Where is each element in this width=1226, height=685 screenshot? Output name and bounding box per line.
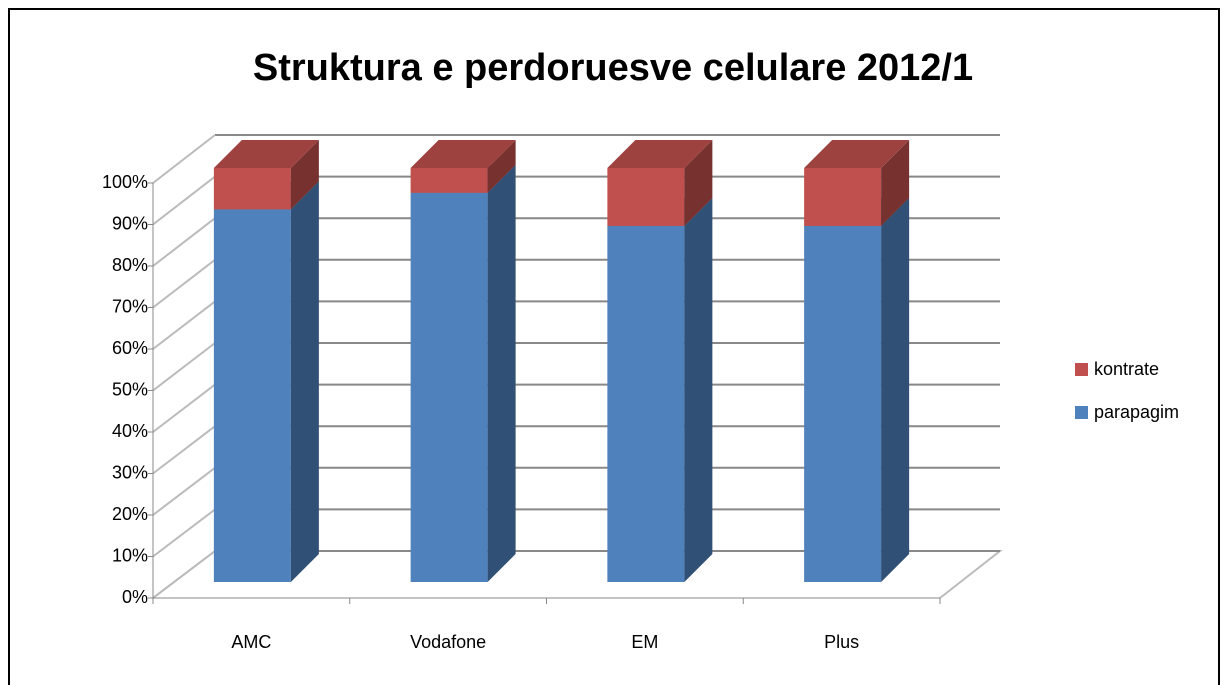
y-tick-label: 100% <box>102 172 148 192</box>
bar-front <box>804 225 882 582</box>
bar-side <box>290 140 319 210</box>
bar-front <box>213 168 291 210</box>
bar-top <box>213 140 319 168</box>
x-tick-label: Plus <box>824 632 859 652</box>
y-tick-label: 70% <box>112 296 148 316</box>
y-tick-label: 20% <box>112 504 148 524</box>
legend-label: parapagim <box>1094 402 1179 422</box>
legend-swatch <box>1075 406 1088 419</box>
chart-title: Struktura e perdoruesve celulare 2012/1 <box>253 47 973 89</box>
bar-front <box>213 209 291 582</box>
y-tick-label: 60% <box>112 338 148 358</box>
y-tick-label: 50% <box>112 379 148 399</box>
y-tick-label: 40% <box>112 421 148 441</box>
y-tick-label: 90% <box>112 213 148 233</box>
bar-top <box>607 140 713 168</box>
side-grid-line <box>152 383 216 433</box>
side-grid-line <box>152 175 216 226</box>
x-tick-label: AMC <box>231 632 271 652</box>
side-grid-line <box>152 342 216 392</box>
bar-front <box>804 168 882 226</box>
legend-swatch <box>1075 363 1088 376</box>
bar-front <box>607 168 685 226</box>
bar-top <box>804 140 910 168</box>
y-tick-label: 30% <box>112 462 148 482</box>
bar-front <box>410 192 488 582</box>
bar-side <box>487 140 516 193</box>
legend-label: kontrate <box>1094 359 1159 379</box>
side-grid-line <box>152 134 216 184</box>
side-grid-line <box>152 300 216 350</box>
bar-side <box>684 140 713 226</box>
side-grid-line <box>152 508 216 558</box>
x-tick-label: EM <box>631 632 658 652</box>
side-grid-line <box>152 217 216 267</box>
side-grid-line <box>152 550 216 599</box>
y-tick-label: 80% <box>112 255 148 275</box>
bar-top <box>410 140 516 168</box>
x-tick-label: Vodafone <box>410 632 486 652</box>
bar-side <box>684 197 713 582</box>
side-grid-line <box>152 425 216 475</box>
side-grid-line <box>152 259 216 309</box>
bar-side <box>881 140 910 226</box>
y-tick-label: 10% <box>112 545 148 565</box>
side-grid-line <box>152 467 216 516</box>
y-tick-label: 0% <box>122 587 148 607</box>
bar-side <box>290 181 319 582</box>
bar-front <box>607 225 685 582</box>
bar-side <box>881 197 910 582</box>
bar-front <box>410 168 488 193</box>
bar-side <box>487 164 516 582</box>
